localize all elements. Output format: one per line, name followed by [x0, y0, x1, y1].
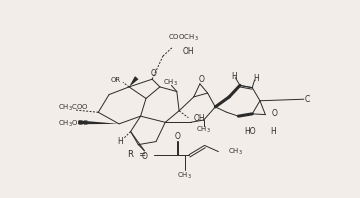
Text: H: H — [253, 74, 259, 83]
Text: CH$_3$OOC: CH$_3$OOC — [58, 119, 89, 129]
Text: CH$_3$COO: CH$_3$COO — [58, 103, 89, 113]
Polygon shape — [78, 120, 119, 124]
Text: CH$_3$: CH$_3$ — [228, 147, 243, 157]
Text: HO: HO — [244, 127, 256, 136]
Text: CH$_3$: CH$_3$ — [196, 125, 211, 135]
Text: H: H — [231, 72, 237, 81]
Text: C: C — [305, 95, 310, 104]
Text: COOCH$_3$: COOCH$_3$ — [167, 32, 198, 43]
Text: CH$_3$: CH$_3$ — [177, 171, 192, 181]
Text: OH: OH — [194, 114, 205, 123]
Text: O: O — [151, 69, 157, 78]
Text: H: H — [270, 127, 276, 136]
Text: O: O — [141, 152, 147, 162]
Text: CH$_3$: CH$_3$ — [163, 78, 178, 88]
Text: O: O — [198, 75, 204, 84]
Polygon shape — [129, 76, 139, 87]
Text: R  =: R = — [128, 150, 146, 159]
Text: O: O — [175, 132, 180, 141]
Text: H: H — [117, 137, 123, 146]
Text: O: O — [272, 109, 278, 118]
Text: OR: OR — [110, 77, 120, 83]
Text: OH: OH — [183, 47, 195, 56]
